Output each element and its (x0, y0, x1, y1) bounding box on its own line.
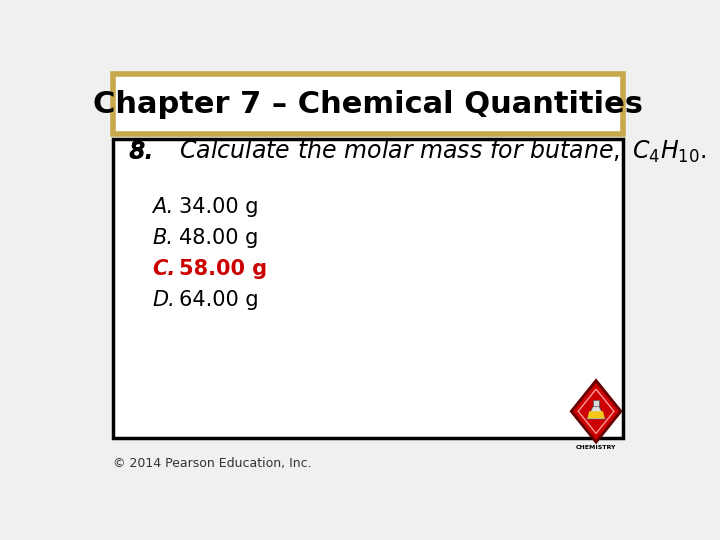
Polygon shape (571, 381, 621, 442)
Text: © 2014 Pearson Education, Inc.: © 2014 Pearson Education, Inc. (113, 457, 312, 470)
FancyBboxPatch shape (593, 400, 599, 407)
FancyBboxPatch shape (113, 139, 624, 438)
Text: C.: C. (152, 259, 175, 279)
Polygon shape (587, 407, 606, 419)
Text: 58.00 g: 58.00 g (179, 259, 267, 279)
Polygon shape (588, 411, 605, 418)
Text: CHEMISTRY: CHEMISTRY (576, 445, 616, 450)
Text: 34.00 g: 34.00 g (179, 197, 258, 217)
Text: 64.00 g: 64.00 g (179, 289, 258, 309)
Text: A.: A. (152, 197, 174, 217)
Text: 48.00 g: 48.00 g (179, 228, 258, 248)
Text: 8.: 8. (129, 140, 154, 164)
Text: D.: D. (152, 289, 175, 309)
FancyBboxPatch shape (113, 74, 624, 134)
Text: B.: B. (152, 228, 173, 248)
Text: Chapter 7 – Chemical Quantities: Chapter 7 – Chemical Quantities (93, 90, 643, 119)
Text: $\mathbf{\it{8.\ \ \ Calculate\ the\ molar\ mass\ for\ butane,\ C_4H_{10}.}}$: $\mathbf{\it{8.\ \ \ Calculate\ the\ mol… (129, 138, 706, 165)
